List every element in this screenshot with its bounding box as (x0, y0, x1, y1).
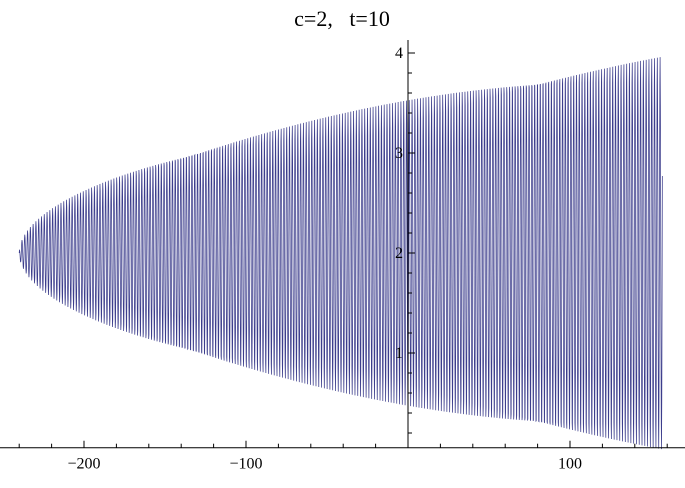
y-tick-label: 1 (395, 345, 403, 362)
x-tick-label: 100 (558, 456, 582, 473)
y-tick-label: 2 (395, 245, 403, 262)
y-tick-label: 4 (395, 45, 403, 62)
chart-title: c=2, t=10 (294, 6, 390, 31)
x-tick-label: −200 (67, 456, 100, 473)
series-line-0 (18, 57, 663, 450)
y-tick-label: 3 (395, 145, 403, 162)
plot-area (18, 57, 663, 450)
x-tick-label: −100 (229, 456, 262, 473)
axes: −200 −100 100 1 2 3 4 (0, 40, 685, 473)
